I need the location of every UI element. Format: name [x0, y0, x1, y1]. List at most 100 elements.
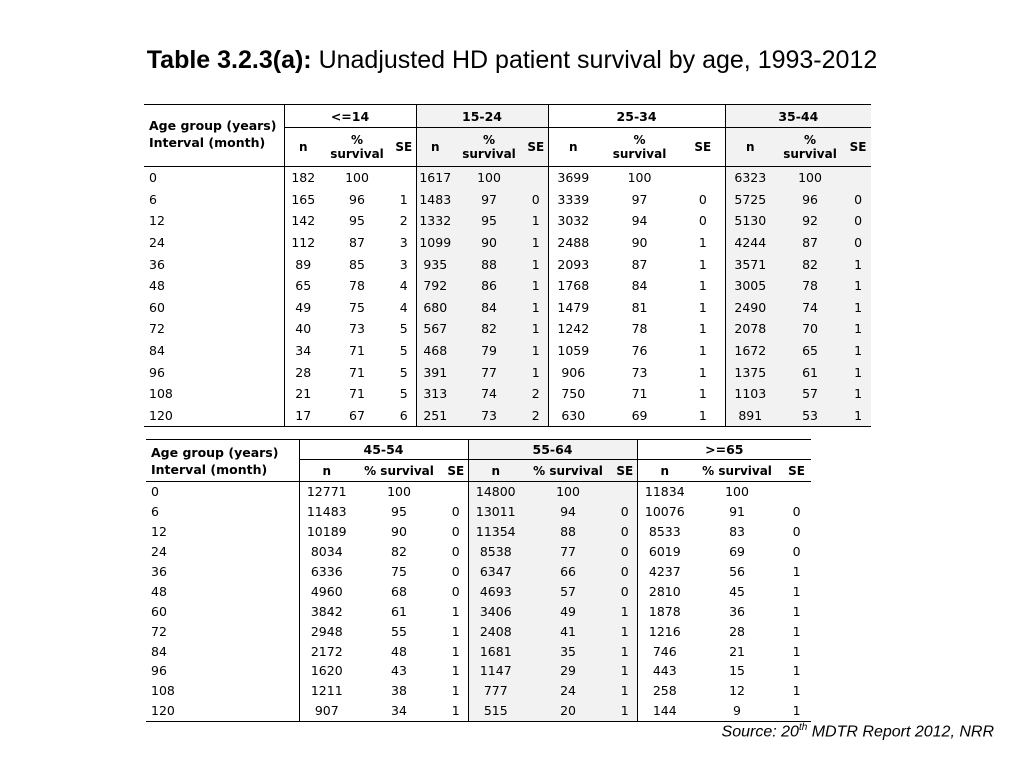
group-header: 35-44	[724, 104, 872, 128]
se-cell: 1	[698, 278, 707, 294]
col-header-n: n	[298, 459, 354, 482]
table-row: 96 1620 43 1 1147 29 1 443 15 1	[146, 661, 811, 681]
survival-cell: 87	[775, 231, 846, 254]
n-cell: 6347	[467, 561, 524, 582]
survival-cell: 95	[391, 504, 407, 520]
survival-cell: 69	[729, 544, 745, 560]
group-header: 15-24	[415, 104, 549, 128]
survival-cell: 38	[391, 683, 407, 699]
col-header-pct: %	[633, 133, 646, 147]
col-header-se: SE	[392, 127, 417, 167]
se-cell: 1	[451, 623, 460, 639]
survival-cell: 61	[391, 603, 407, 619]
col-header-survival: % survival	[523, 459, 614, 482]
se-cell: 2	[524, 382, 549, 405]
col-header-survival: % survival	[598, 127, 682, 167]
se-cell: 0	[524, 188, 549, 211]
se-cell: 0	[451, 564, 460, 579]
n-cell: 1672	[724, 339, 776, 362]
n-cell: 777	[467, 680, 524, 701]
col-header-pct: %	[804, 133, 817, 147]
table-row: 0 12771 100 14800 100 11834 100	[146, 481, 811, 502]
n-cell: 3842	[298, 601, 354, 622]
se-cell: 1	[451, 663, 460, 679]
n-cell: 4237	[636, 561, 693, 582]
survival-cell: 77	[523, 541, 614, 562]
se-cell: 1	[524, 274, 549, 297]
se-cell	[444, 482, 468, 502]
n-cell: 1332	[415, 210, 455, 232]
survival-cell: 78	[349, 278, 365, 294]
survival-cell: 100	[627, 170, 652, 186]
se-cell: 6	[399, 407, 408, 423]
survival-cell: 100	[454, 166, 525, 189]
se-cell: 1	[845, 382, 872, 405]
n-cell: 907	[298, 700, 354, 722]
table-row: 120 907 34 1 515 20 1 144 9 1	[146, 700, 811, 722]
interval-label: Interval (month)	[151, 462, 268, 477]
table-row: 60 49 75 4 680 84 1 1479 81 1 2490 74 1	[144, 296, 872, 319]
n-cell: 34	[283, 339, 322, 362]
survival-cell: 20	[523, 700, 614, 722]
col-header-survival-word: survival	[330, 147, 384, 161]
se-cell	[681, 167, 725, 189]
col-header-n: n	[415, 127, 455, 167]
n-cell: 906	[547, 361, 599, 383]
n-cell: 630	[547, 404, 599, 427]
se-cell: 1	[698, 343, 707, 359]
se-cell: 1	[792, 583, 801, 599]
col-header-n: n	[724, 127, 776, 167]
n-cell: 8533	[636, 521, 693, 542]
interval-cell: 72	[151, 623, 167, 639]
survival-cell: 41	[523, 621, 614, 642]
survival-cell: 88	[523, 521, 614, 542]
interval-cell: 108	[151, 683, 175, 699]
survival-cell: 82	[391, 544, 407, 560]
se-cell: 1	[698, 364, 707, 380]
survival-cell: 83	[729, 524, 745, 540]
survival-cell: 81	[631, 299, 648, 315]
survival-cell: 85	[349, 256, 365, 272]
survival-cell: 70	[775, 318, 846, 340]
survival-cell: 15	[729, 663, 745, 679]
interval-cell: 120	[149, 407, 173, 423]
interval-cell: 96	[151, 663, 167, 679]
n-cell: 891	[724, 404, 776, 427]
table-title-text: Unadjusted HD patient survival by age, 1…	[311, 46, 878, 74]
survival-cell: 75	[349, 299, 365, 315]
table-row: 12 10189 90 0 11354 88 0 8533 83 0	[146, 521, 811, 542]
n-cell: 6323	[724, 166, 776, 189]
table-row: 72 40 73 5 567 82 1 1242 78 1 2078 70 1	[144, 318, 872, 340]
survival-cell: 28	[729, 623, 745, 639]
col-header-survival: % survival	[775, 127, 846, 167]
survival-cell: 67	[349, 407, 365, 423]
col-header-se: SE	[845, 127, 872, 167]
col-header-survival: % survival	[454, 127, 525, 167]
row-header: Age group (years) Interval (month)	[144, 104, 284, 167]
survival-cell: 45	[729, 583, 745, 599]
n-cell: 1681	[467, 641, 524, 662]
survival-cell: 86	[454, 274, 525, 297]
survival-cell: 82	[775, 253, 846, 275]
n-cell: 2172	[298, 641, 354, 662]
col-header-n: n	[636, 459, 693, 482]
col-header-survival: % survival	[354, 459, 444, 482]
survival-cell: 57	[775, 382, 846, 405]
source-suffix: MDTR Report 2012, NRR	[807, 723, 994, 741]
se-cell: 1	[613, 700, 638, 722]
n-cell: 258	[636, 680, 693, 701]
col-header-survival-word: survival	[783, 147, 837, 161]
survival-cell: 69	[631, 407, 648, 423]
n-cell: 1483	[415, 188, 455, 211]
survival-cell: 73	[631, 364, 648, 380]
survival-cell: 74	[775, 296, 846, 319]
col-header-se: SE	[444, 459, 469, 482]
survival-cell: 82	[454, 318, 525, 340]
survival-cell: 48	[391, 643, 407, 659]
n-cell: 4960	[298, 581, 354, 602]
survival-cell: 9	[733, 703, 741, 719]
table-row: 108 1211 38 1 777 24 1 258 12 1	[146, 680, 811, 701]
n-cell: 10189	[298, 521, 354, 542]
se-cell: 0	[845, 231, 872, 254]
n-cell: 2490	[724, 296, 776, 319]
